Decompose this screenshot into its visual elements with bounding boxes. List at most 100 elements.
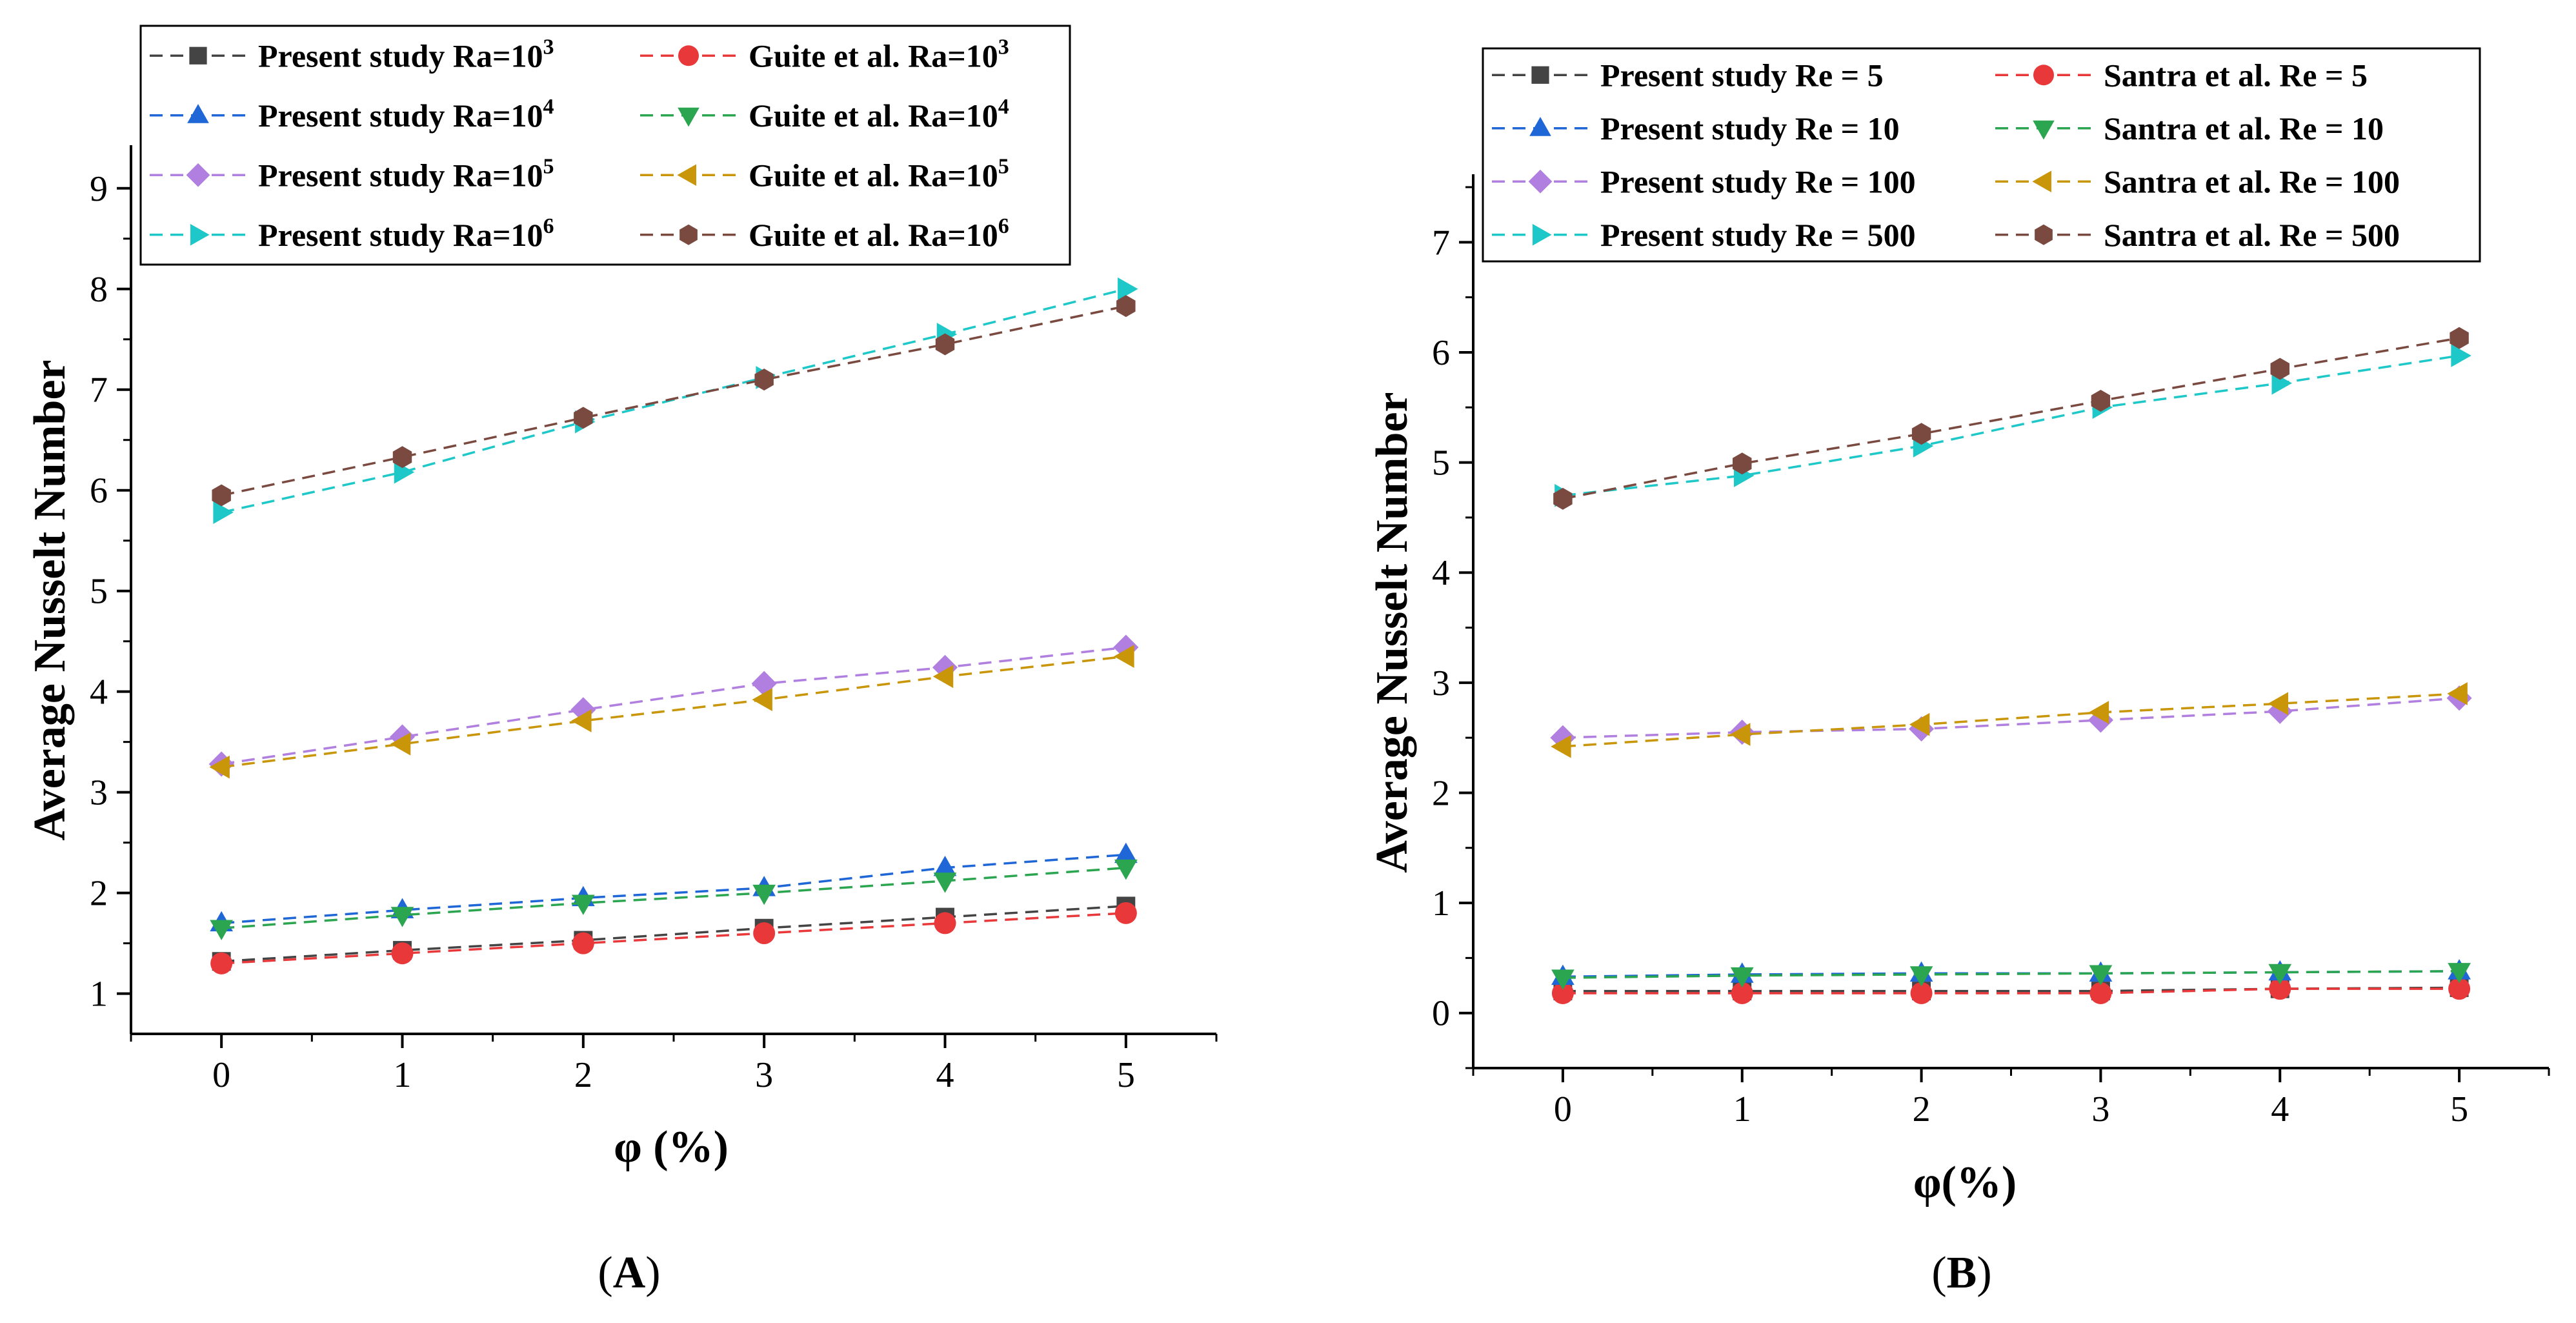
panel-a-x-axis-title: φ (%) <box>614 1122 729 1172</box>
panel-a-legend-swatch-marker <box>678 107 699 127</box>
panel-a-data-point <box>933 855 957 876</box>
panel-b-x-tick-label: 2 <box>1913 1089 1931 1129</box>
panel-a-plot-area: 0 1 2 3 4 5 1 2 3 4 5 6 7 8 9 Present study Ra=103 Guite… <box>90 25 1218 1095</box>
panel-b-y-axis-title: Average Nusselt Number <box>1367 392 1417 873</box>
panel-a: 0 1 2 3 4 5 1 2 3 4 5 6 7 8 9 Present study Ra=103 Guite… <box>25 25 1218 1298</box>
panel-a-data-point <box>934 912 956 934</box>
panel-a-y-tick-label: 4 <box>90 672 108 712</box>
panel-b-data-point <box>1553 487 1573 510</box>
panel-b-legend-swatch-marker <box>1533 223 1552 246</box>
panel-b-x-tick-label: 3 <box>2091 1089 2109 1129</box>
panel-b-series-4 <box>1551 963 2471 990</box>
panel-a-legend-label: Present study Ra=105 <box>258 154 554 193</box>
panel-a-data-point <box>935 333 955 356</box>
panel-b-data-point <box>1910 982 1933 1004</box>
panel-b-data-point <box>1730 967 1754 988</box>
panel-b-data-point <box>1551 969 1575 990</box>
panel-b-y-tick-label: 3 <box>1432 663 1450 703</box>
panel-a-legend-swatch-marker <box>678 45 699 66</box>
panel-b-legend-item: Santra et al. Re = 100 <box>1995 163 2400 199</box>
panel-b-legend-label: Present study Re = 100 <box>1600 163 1916 199</box>
panel-b-legend-swatch-marker <box>1531 66 1549 84</box>
panel-a-data-point <box>392 446 412 469</box>
panel-a-legend-item: Guite et al. Ra=103 <box>640 35 1009 74</box>
panel-a-y-tick-label: 8 <box>90 270 108 310</box>
panel-b-series-6 <box>1551 682 2468 758</box>
panel-a-data-point <box>571 894 595 915</box>
panel-a-legend-item: Present study Ra=104 <box>150 95 554 134</box>
panel-a-legend-swatch-marker <box>187 104 209 123</box>
panel-a-data-point <box>1114 859 1138 880</box>
panel-a-data-point <box>1114 842 1138 863</box>
panel-a-series-line <box>221 866 1126 929</box>
panel-b-legend-item: Present study Re = 100 <box>1492 163 1916 199</box>
panel-b-y-tick-label: 5 <box>1432 443 1450 483</box>
panel-b-legend-label: Present study Re = 5 <box>1600 57 1884 93</box>
panel-b-data-point <box>1730 723 1751 746</box>
panel-b-series-line <box>1562 692 2460 748</box>
panel-a-data-point <box>209 755 230 779</box>
panel-a-data-point <box>213 501 234 524</box>
panel-a-series-line <box>221 853 1126 925</box>
panel-b-legend-label: Present study Re = 500 <box>1600 217 1916 253</box>
panel-a-x-tick-label: 5 <box>1117 1055 1135 1095</box>
panel-a-data-point <box>389 724 416 750</box>
panel-a-data-point <box>212 484 231 507</box>
panel-a-data-point <box>1118 277 1138 301</box>
panel-b-legend-swatch-marker <box>2033 120 2055 140</box>
panel-a-series-line <box>221 305 1127 497</box>
panel-b-series-line <box>1562 337 2460 500</box>
panel-a-series-line <box>221 905 1126 963</box>
panel-b-data-point <box>2447 682 2468 705</box>
panel-b-caption: (B) <box>1931 1248 1991 1298</box>
panel-b-legend-item: Present study Re = 10 <box>1492 110 1900 146</box>
panel-b-data-point <box>2269 978 2291 1000</box>
panel-b-data-point <box>2451 344 2471 367</box>
panel-a-legend-label: Present study Ra=103 <box>258 35 554 74</box>
panel-b-legend-item: Santra et al. Re = 10 <box>1995 110 2384 146</box>
panel-a-legend-label: Guite et al. Ra=103 <box>749 35 1009 74</box>
panel-a-legend-swatch-marker <box>186 163 210 187</box>
panel-a-x-tick-label: 1 <box>394 1055 412 1095</box>
panel-a-legend-swatch-marker <box>679 224 698 245</box>
panel-b-series-line <box>1562 970 2460 979</box>
panel-a-series-line <box>221 646 1127 765</box>
panel-a-legend-swatch-marker <box>190 223 210 246</box>
panel-a-legend-label: Present study Ra=106 <box>258 214 554 253</box>
panel-b-y-tick-label: 6 <box>1432 333 1450 373</box>
panel-a-data-point <box>1114 645 1134 668</box>
panel-a-legend-item: Guite et al. Ra=104 <box>640 95 1009 134</box>
panel-b-legend-swatch-marker <box>1528 169 1553 194</box>
panel-b-legend-label: Present study Re = 10 <box>1600 110 1900 146</box>
panel-a-data-point <box>394 460 415 484</box>
panel-b-data-point <box>1551 982 1574 1004</box>
panel-a-legend-box <box>139 25 1071 266</box>
panel-b-data-point <box>1909 966 1933 987</box>
panel-a-data-point <box>1114 902 1137 924</box>
panel-b-y-tick-label: 1 <box>1432 884 1450 924</box>
panel-a-caption: (A) <box>598 1248 660 1298</box>
panel-a-series-4 <box>210 859 1138 940</box>
panel-a-y-tick-label: 9 <box>90 169 108 209</box>
panel-b-data-point <box>2268 964 2292 985</box>
panel-b-legend-box <box>1482 47 2481 263</box>
panel-a-x-tick-label: 3 <box>755 1055 773 1095</box>
panel-b-data-point <box>1733 452 1752 475</box>
panel-a-y-tick-label: 7 <box>90 370 108 410</box>
panel-a-legend: Present study Ra=103 Guite et al. Ra=103 P… <box>139 25 1071 266</box>
panel-b-data-point <box>1731 982 1753 1004</box>
panel-b-legend-label: Santra et al. Re = 5 <box>2104 57 2368 93</box>
panel-b-data-point <box>1909 712 1930 736</box>
panel-a-x-tick-label: 0 <box>212 1055 230 1095</box>
panel-a-data-point <box>933 873 957 893</box>
panel-b-x-axis-title: φ(%) <box>1913 1158 2017 1207</box>
panel-a-data-point <box>390 732 411 756</box>
panel-b-y-tick-label: 4 <box>1432 553 1450 593</box>
panel-b-x-tick-label: 4 <box>2271 1089 2289 1129</box>
panel-a-y-tick-label: 2 <box>90 874 108 914</box>
panel-b-data-point <box>2450 327 2469 349</box>
panel-b-data-point <box>2091 390 2111 412</box>
panel-a-data-point <box>932 665 954 689</box>
panel-b-data-point <box>2089 965 2113 985</box>
